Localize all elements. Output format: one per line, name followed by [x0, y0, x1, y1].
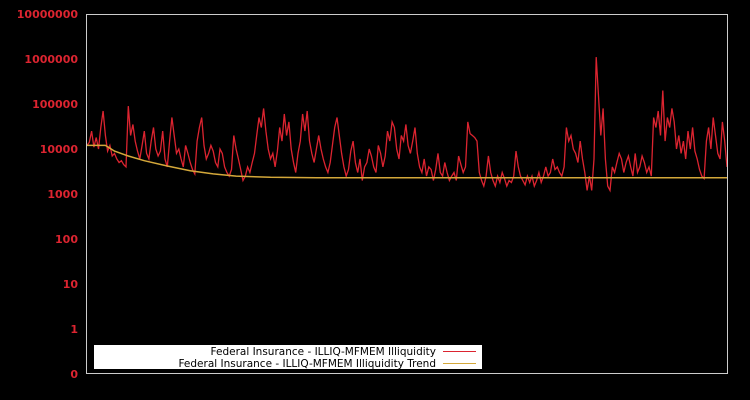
plot-area	[86, 57, 728, 193]
y-tick-label: 10000000	[17, 8, 79, 21]
trend-series-line	[87, 144, 727, 179]
plot-frame	[86, 14, 728, 374]
y-tick-label: 1000	[47, 188, 78, 201]
y-tick-label: 0	[70, 368, 78, 381]
legend-box	[94, 345, 482, 369]
legend: Federal Insurance - ILLIQ-MFMEM Illiquid…	[94, 345, 482, 370]
legend-label-trend: Federal Insurance - ILLIQ-MFMEM Illiquid…	[178, 358, 436, 370]
y-tick-label: 1000000	[24, 53, 78, 66]
legend-label-illiquidity: Federal Insurance - ILLIQ-MFMEM Illiquid…	[211, 346, 436, 358]
y-tick-label: 100000	[32, 98, 78, 111]
y-tick-label: 100	[55, 233, 78, 246]
y-tick-label: 10000	[40, 143, 79, 156]
y-tick-label: 1	[70, 323, 78, 336]
y-tick-label: 10	[63, 278, 79, 291]
